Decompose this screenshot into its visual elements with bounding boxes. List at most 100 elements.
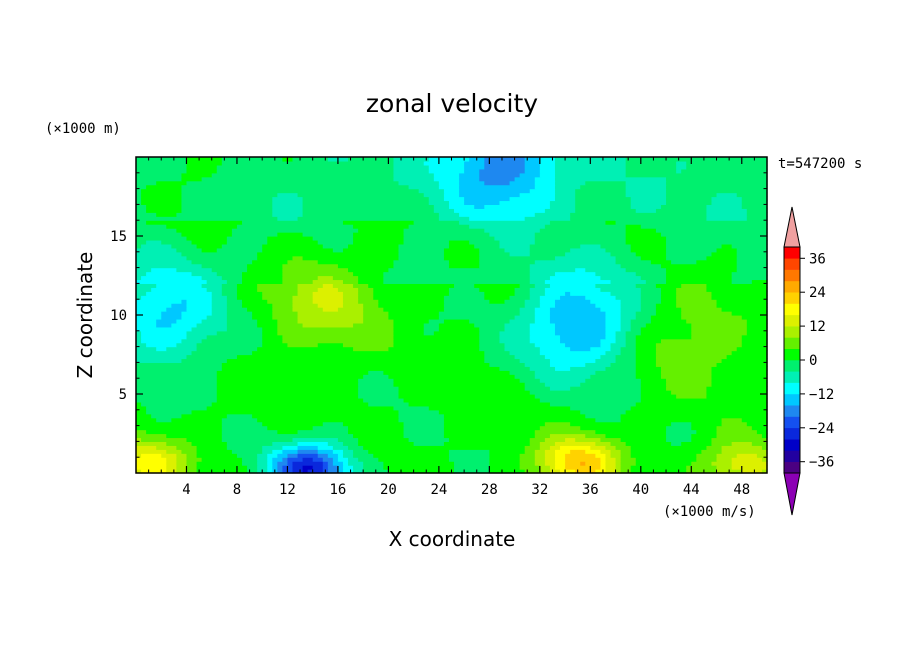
field-cell [519, 172, 541, 178]
field-cell [479, 334, 501, 340]
field-cell [226, 311, 253, 316]
field-cell [605, 318, 622, 324]
field-cell [226, 322, 258, 328]
field-cell [756, 453, 768, 458]
field-cell [539, 441, 556, 446]
field-cell [554, 168, 627, 174]
field-cell [504, 342, 536, 348]
field-cell [312, 465, 324, 470]
field-cell [549, 275, 602, 281]
field-cell [544, 453, 556, 458]
field-cell [448, 239, 470, 245]
colorbar-segment [784, 337, 800, 349]
field-cell [509, 251, 531, 257]
field-cell [181, 299, 188, 304]
field-cell [292, 255, 304, 261]
field-cell [136, 279, 208, 284]
field-cell [585, 433, 607, 439]
field-cell [736, 453, 758, 458]
field-cell [666, 243, 723, 249]
field-cell [549, 358, 596, 363]
field-cell [136, 239, 147, 245]
field-cell [211, 311, 228, 316]
field-cell [610, 291, 642, 296]
field-cell [332, 461, 344, 466]
field-cell [605, 445, 617, 450]
field-cell [282, 457, 289, 462]
field-cell [539, 228, 627, 233]
field-cell [539, 299, 556, 304]
field-cell [484, 295, 511, 300]
field-cell [570, 291, 612, 296]
field-cell [459, 192, 521, 198]
field-cell [761, 445, 768, 450]
field-cell [247, 307, 273, 312]
field-cell [549, 386, 571, 391]
field-cell [136, 315, 162, 320]
field-cell [660, 232, 768, 237]
field-cell [277, 326, 395, 332]
field-cell [605, 465, 617, 470]
field-cell [746, 322, 768, 328]
field-cell [141, 192, 183, 198]
field-cell [136, 232, 183, 237]
field-cell [141, 330, 188, 336]
field-cell [514, 291, 531, 296]
field-cell [474, 283, 521, 288]
field-cell [292, 469, 304, 474]
field-cell [136, 275, 142, 281]
field-cell [454, 465, 490, 470]
field-cell [393, 157, 430, 162]
x-tick-label: 28 [481, 482, 498, 498]
field-cell [226, 441, 273, 446]
field-cell [534, 176, 556, 182]
field-cell [489, 453, 521, 458]
field-cell [509, 295, 531, 300]
field-cell [655, 311, 682, 316]
field-cell [655, 307, 682, 312]
field-cell [428, 405, 571, 411]
field-cell [373, 295, 445, 300]
field-cell [438, 216, 470, 221]
field-cell [565, 437, 576, 442]
field-cell [216, 271, 243, 277]
field-cell [302, 232, 354, 237]
field-cell [625, 342, 637, 348]
field-cell [136, 409, 147, 415]
field-cell [136, 429, 147, 435]
field-cell [484, 157, 526, 162]
field-cell [141, 200, 183, 205]
field-cell [554, 465, 566, 470]
field-cell [448, 457, 490, 462]
field-cell [484, 350, 511, 356]
field-cell [201, 283, 223, 288]
colorbar-tick-label: −36 [809, 455, 834, 471]
field-cell [655, 346, 738, 352]
field-cell [560, 338, 602, 344]
field-cell [681, 168, 768, 174]
field-cell [529, 251, 566, 257]
field-cell [186, 164, 218, 170]
field-cell [393, 334, 480, 340]
field-cell [746, 421, 768, 427]
field-cell [136, 168, 188, 174]
field-cell [373, 453, 450, 458]
y-tick-label: 15 [110, 229, 127, 245]
field-cell [544, 354, 602, 360]
field-cell [136, 397, 218, 403]
field-cell [539, 397, 642, 403]
field-cell [534, 433, 551, 439]
field-cell [211, 267, 248, 273]
field-cell [277, 461, 289, 466]
field-cell [171, 303, 188, 308]
field-cell [519, 461, 536, 466]
colorbar-segment [784, 360, 800, 372]
field-cell [317, 342, 344, 348]
field-cell [736, 263, 768, 269]
field-cell [236, 283, 258, 288]
field-cell [696, 457, 718, 462]
field-cell [297, 441, 329, 446]
field-cell [681, 307, 723, 312]
field-cell [565, 251, 612, 257]
field-cell [342, 247, 400, 253]
